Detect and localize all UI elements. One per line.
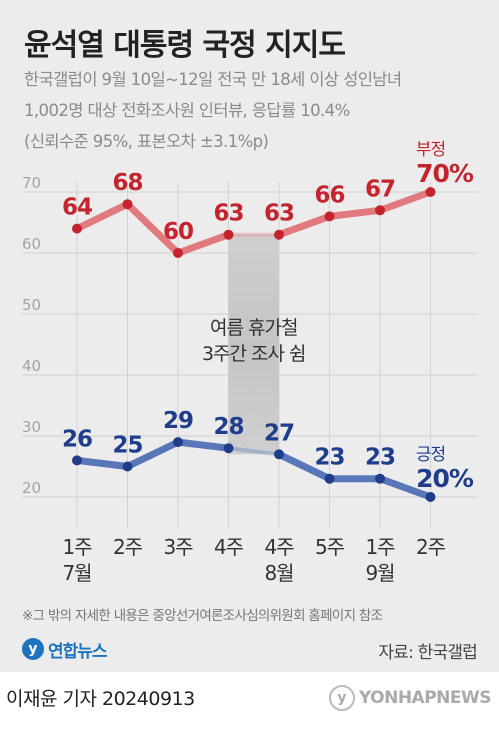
x-tick-label: 2주 <box>98 534 158 560</box>
data-label: 64 <box>62 195 92 221</box>
x-tick-label-line: 4주 <box>264 535 294 559</box>
y-tick-label: 50 <box>22 296 41 314</box>
series-line-segment <box>226 446 281 457</box>
x-tick-label-line: 2주 <box>415 535 446 559</box>
data-label: 66 <box>314 182 344 208</box>
x-tick-label: 4주 <box>199 534 259 560</box>
data-point <box>324 211 335 222</box>
data-label: 23 <box>365 445 395 471</box>
y-tick-label: 40 <box>22 357 41 375</box>
annotation-label: 여름 휴가철 <box>210 317 297 339</box>
y-tick-label: 20 <box>22 479 41 497</box>
survey-info-line-1: 한국갤럽이 9월 10일~12일 전국 만 18세 이상 성인남녀 <box>24 70 402 89</box>
yonhap-logo-text: 연합뉴스 <box>48 641 108 662</box>
data-label: 27 <box>264 420 294 446</box>
series-line-segment <box>73 456 131 470</box>
survey-info-line-3: (신뢰수준 95%, 표본오차 ±3.1%p) <box>24 132 269 151</box>
series-name-label: 부정 <box>416 140 445 160</box>
x-tick-label-line: 9월 <box>365 561 395 585</box>
series-line-segment <box>326 206 384 220</box>
x-tick-label: 1주 9월 <box>350 534 410 586</box>
data-point <box>223 443 234 454</box>
data-point <box>274 449 284 460</box>
data-label: 29 <box>163 408 193 434</box>
series-line-segment <box>174 231 232 257</box>
annotation-band <box>228 234 279 455</box>
yonhap-logo-icon: y <box>22 638 44 660</box>
data-point <box>324 473 335 484</box>
series-name-label: 긍정 <box>416 445 445 465</box>
series-line-segment <box>376 188 434 214</box>
x-tick-label-line: 1주 <box>365 535 395 559</box>
data-label: 60 <box>163 219 193 245</box>
x-tick-label: 3주 <box>148 534 208 560</box>
series-line-segment <box>73 200 131 233</box>
data-label: 25 <box>112 433 142 459</box>
x-tick-label: 1주 7월 <box>47 534 107 586</box>
footnote: ※그 밖의 자세한 내용은 중앙선거여론조사심의위원회 홈페이지 참조 <box>22 608 383 624</box>
annotation-label: 3주간 조사 쉼 <box>202 343 306 365</box>
data-point <box>122 199 133 210</box>
data-point <box>122 461 133 472</box>
data-point <box>173 437 183 448</box>
series-line-segment <box>275 212 333 239</box>
series-line-segment <box>275 450 333 483</box>
data-point <box>274 229 284 240</box>
publish-date: 20240913 <box>102 688 195 710</box>
survey-info-line-2: 1,002명 대상 전화조사원 인터뷰, 응답률 10.4% <box>24 101 350 120</box>
x-tick-label-line: 3주 <box>163 535 193 559</box>
source-credit: 자료: 한국갤럽 <box>378 643 477 663</box>
line-chart: 20 30 40 50 60 70 여름 휴가철 3주간 조사 쉼 64 68 60 63 63 66 67… <box>22 140 478 528</box>
series-end-value: 20% <box>416 464 474 493</box>
data-point <box>375 205 385 216</box>
data-label: 23 <box>314 445 344 471</box>
series-line-segment <box>174 438 232 452</box>
data-point <box>425 187 436 197</box>
data-point <box>72 455 82 466</box>
yonhap-logo: y 연합뉴스 <box>22 636 108 662</box>
data-point <box>223 229 234 240</box>
y-tick-label: 60 <box>22 235 41 253</box>
x-tick-label-line: 4주 <box>213 535 244 559</box>
data-label: 68 <box>112 170 142 196</box>
infographic-card: 윤석열 대통령 국정 지지도 한국갤럽이 9월 10일~12일 전국 만 18세… <box>0 0 499 672</box>
page-title: 윤석열 대통령 국정 지지도 <box>24 28 346 63</box>
x-tick-label: 4주 8월 <box>249 534 309 586</box>
series-line-segment <box>124 200 182 257</box>
yonhap-watermark-icon: y <box>328 685 355 711</box>
data-label: 67 <box>365 176 395 202</box>
x-tick-label-line: 2주 <box>112 535 143 559</box>
y-tick-label: 30 <box>22 418 41 436</box>
data-point <box>425 492 436 502</box>
data-label: 63 <box>264 201 294 227</box>
x-tick-label-line: 5주 <box>314 535 345 559</box>
y-tick-label: 70 <box>22 174 41 192</box>
series-line-segment <box>124 438 182 470</box>
yonhapnews-watermark: y YONHAPNEWS <box>328 684 492 712</box>
data-point <box>173 248 183 258</box>
data-point <box>375 473 385 484</box>
data-label: 63 <box>213 201 243 227</box>
x-tick-label: 2주 <box>401 534 461 560</box>
series-line-segment <box>376 475 434 501</box>
byline: 이재윤 기자 20240913 <box>6 684 195 711</box>
x-tick-label-line: 1주 <box>62 535 92 559</box>
data-label: 28 <box>213 414 243 440</box>
x-tick-label: 5주 <box>300 534 360 560</box>
series-end-value: 70% <box>416 159 474 188</box>
data-label: 26 <box>62 426 92 452</box>
reporter-name: 이재윤 기자 <box>6 688 97 710</box>
x-tick-label-line: 8월 <box>264 561 294 585</box>
data-point <box>72 223 82 234</box>
x-tick-label-line: 7월 <box>62 561 92 585</box>
watermark-text: YONHAPNEWS <box>358 688 492 708</box>
